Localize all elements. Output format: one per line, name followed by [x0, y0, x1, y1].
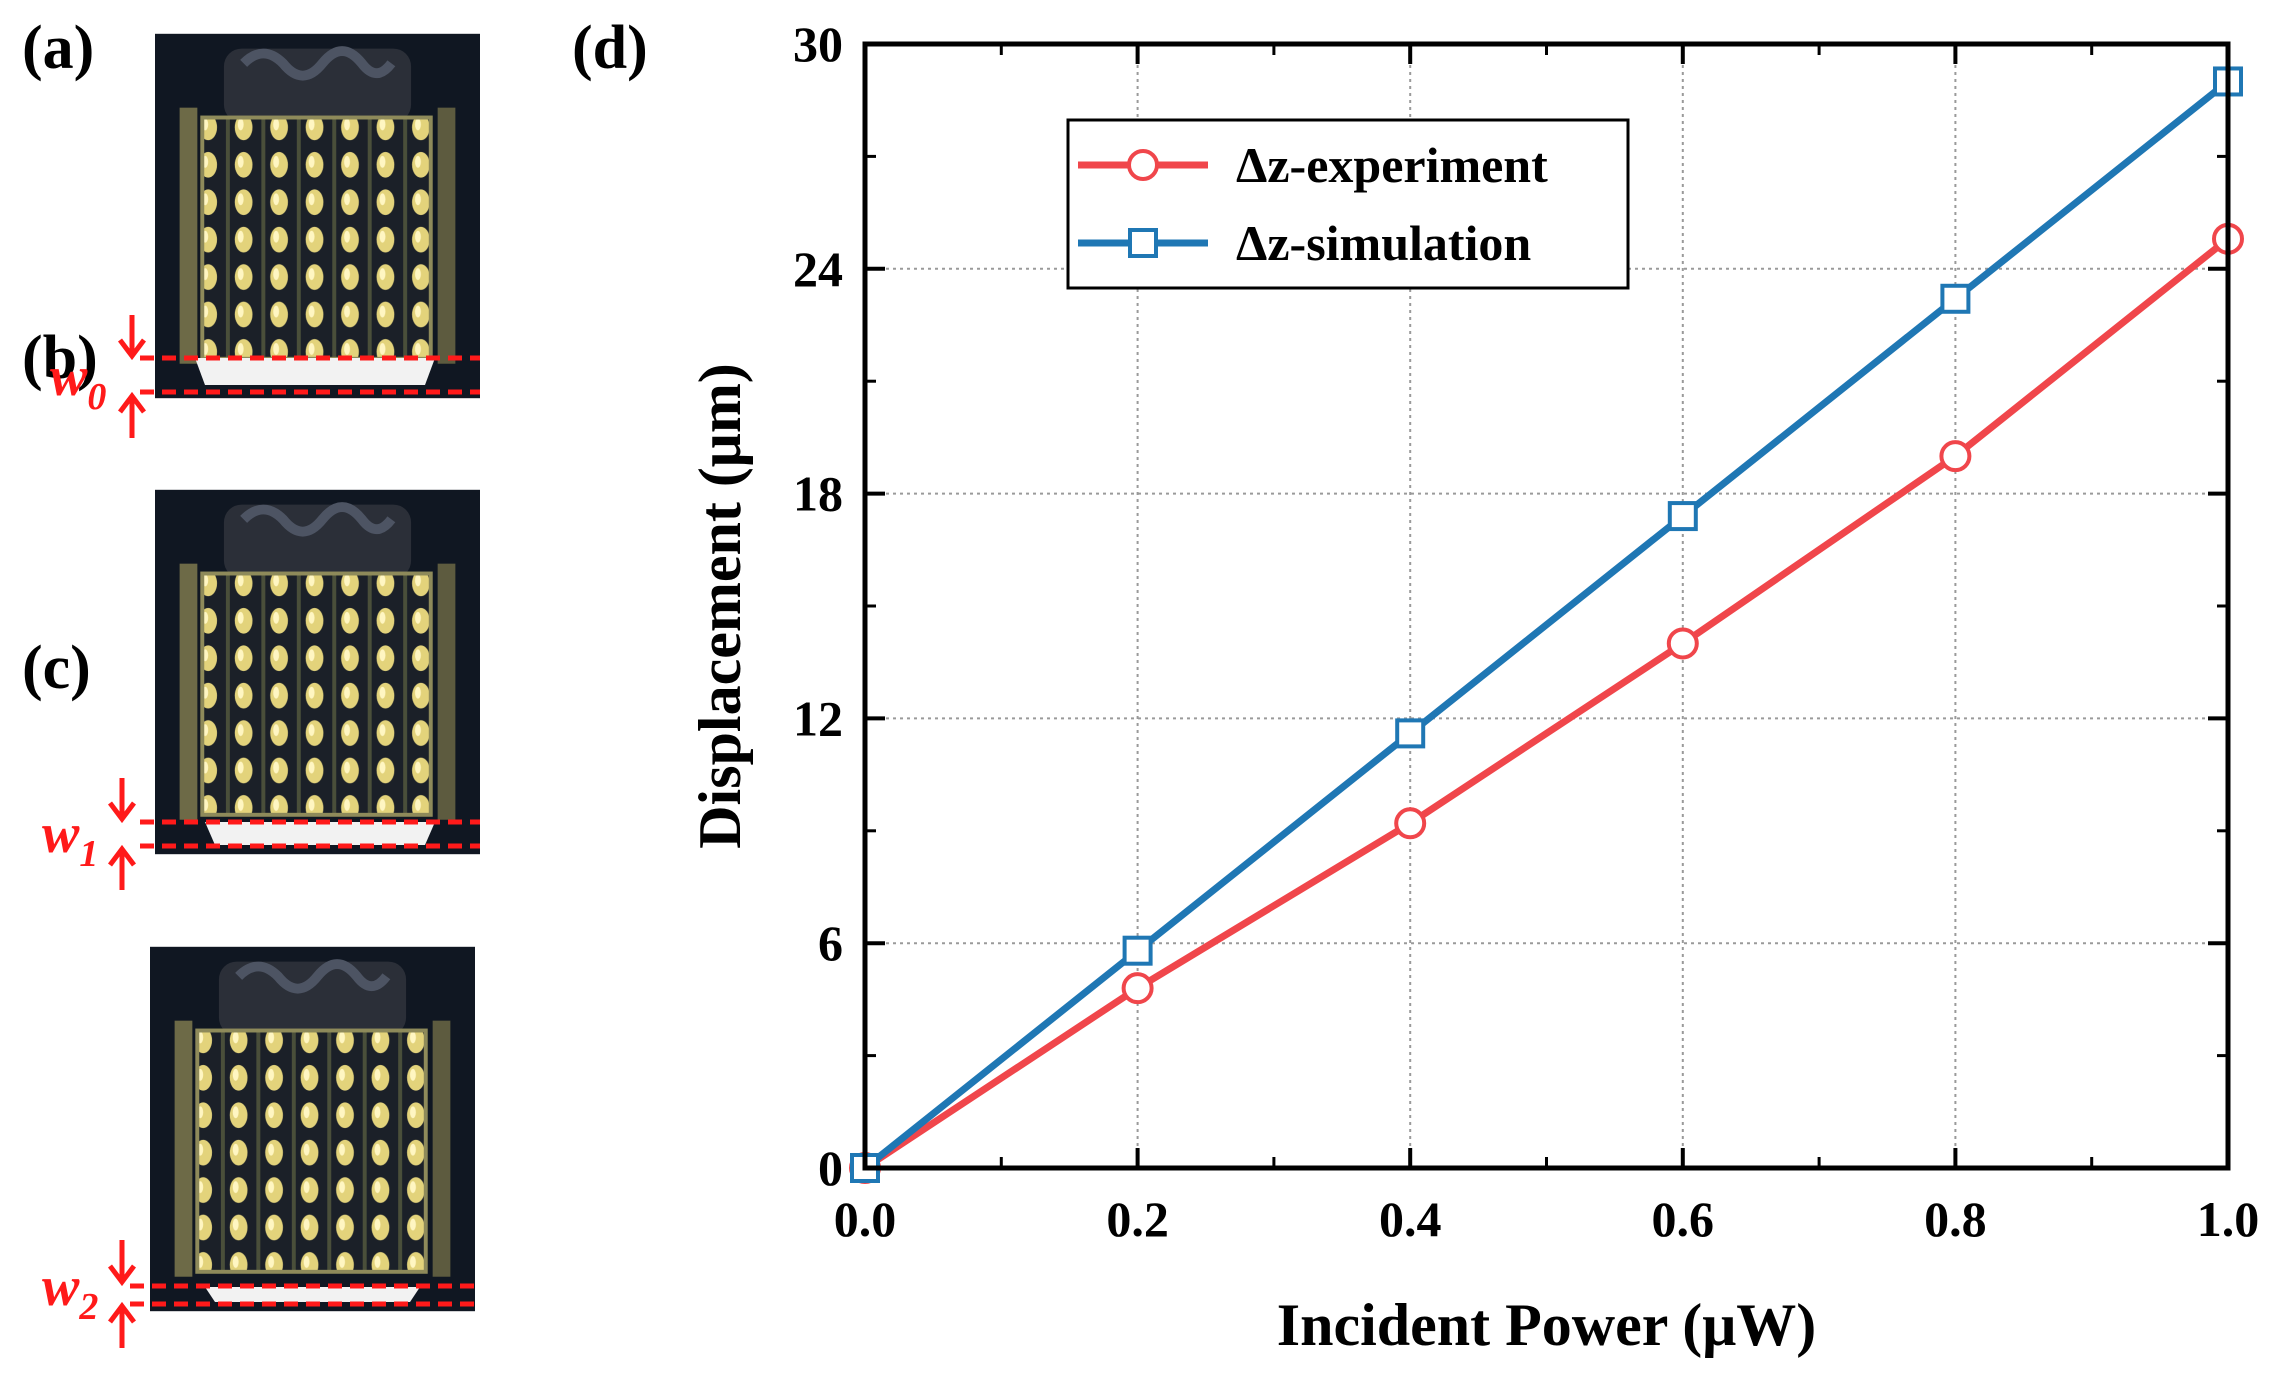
- series-lines: [862, 78, 2231, 1171]
- w0-label: w0: [50, 346, 106, 418]
- panel-label-a: (a): [22, 14, 94, 82]
- legend-box: [1066, 118, 1630, 290]
- x-tick-label: 0.4: [1379, 1191, 1442, 1247]
- x-tick-label: 1.0: [2197, 1191, 2260, 1247]
- x-tick-label: 0.6: [1652, 1191, 1715, 1247]
- panel-label-c: (c): [22, 634, 91, 702]
- w2-label: w2: [42, 1256, 98, 1328]
- legend: Δz-experiment Δz-simulation: [1066, 118, 1630, 290]
- data-point-circle: [1939, 440, 1972, 473]
- panel-label-b: (b): [22, 324, 98, 392]
- x-axis-title: Incident Power (μW): [1277, 1292, 1817, 1358]
- data-point-circle: [1394, 807, 1427, 840]
- data-point-square: [1940, 283, 1971, 314]
- x-tick-label: 0.0: [834, 1191, 897, 1247]
- plot-frame: [862, 41, 2231, 1171]
- w1-label: w1: [42, 803, 98, 875]
- y-tick-label: 12: [793, 690, 843, 746]
- y-tick-label: 24: [793, 241, 843, 297]
- data-point-circle: [1666, 627, 1699, 660]
- y-tick-label: 18: [793, 466, 843, 522]
- x-tick-label: 0.8: [1924, 1191, 1987, 1247]
- y-tick-label: 6: [818, 915, 843, 971]
- series-line-1: [863, 236, 2231, 1171]
- data-point-square: [1667, 501, 1698, 532]
- data-point-square: [1122, 935, 1153, 966]
- y-tick-label: 0: [818, 1140, 843, 1196]
- data-point-circle: [1121, 972, 1154, 1005]
- grid-lines: [865, 44, 2228, 1168]
- legend-marker-square: [1128, 228, 1158, 258]
- line-chart: 0.0 0.2 0.4 0.6 0.8 1.0 0 6 12 18 24 30 Incident Po…: [687, 16, 2259, 1358]
- y-tick-label: 30: [793, 16, 843, 72]
- legend-label-1: Δz-experiment: [1236, 137, 1548, 193]
- series-line-2: [862, 78, 2231, 1171]
- x-tick-label: 0.2: [1106, 1191, 1169, 1247]
- legend-marker-circle: [1127, 149, 1159, 181]
- micrograph-b: w1: [42, 490, 480, 890]
- y-axis-title: Displacement (μm): [687, 363, 753, 849]
- micrograph-a: w0: [50, 34, 480, 438]
- data-point-square: [1395, 718, 1426, 749]
- micrograph-c: w2: [42, 947, 475, 1348]
- tick-labels: 0.0 0.2 0.4 0.6 0.8 1.0 0 6 12 18 24 30: [793, 16, 2259, 1247]
- legend-label-2: Δz-simulation: [1236, 215, 1531, 271]
- panel-label-d: (d): [572, 14, 648, 82]
